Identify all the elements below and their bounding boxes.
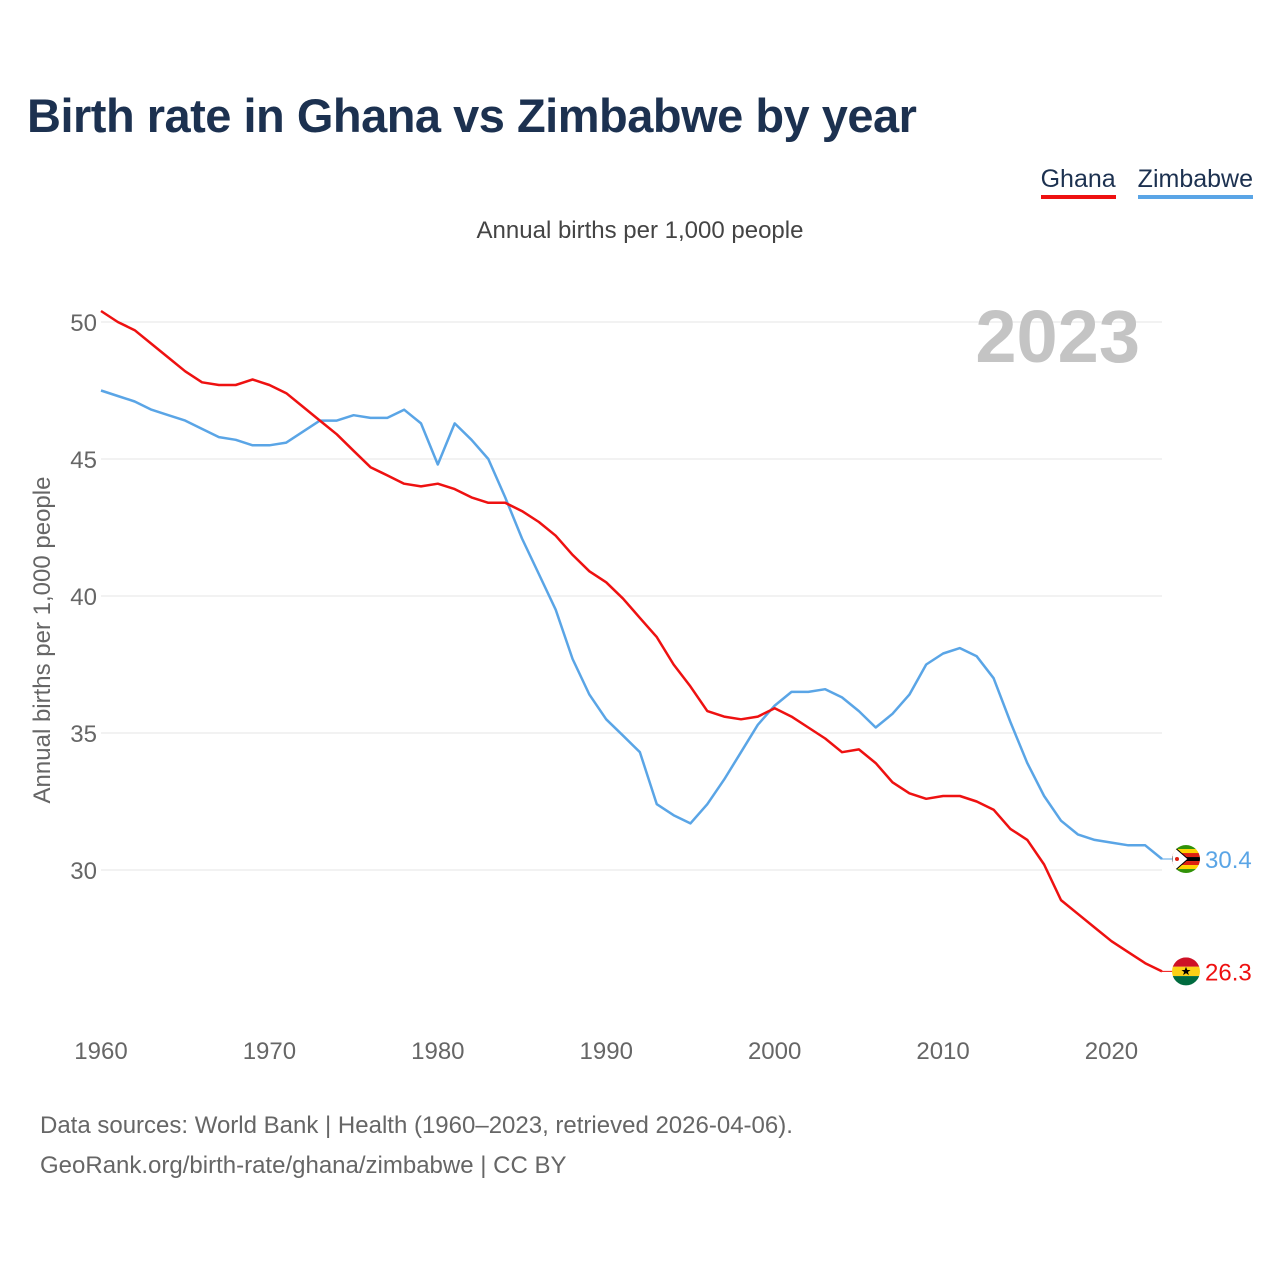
series-line-zimbabwe[interactable] bbox=[100, 389, 1163, 860]
x-tick-label: 2000 bbox=[748, 1038, 801, 1065]
y-axis-label: Annual births per 1,000 people bbox=[29, 477, 56, 804]
y-axis-ticks: 30 35 40 45 50 bbox=[70, 310, 97, 885]
series-line-ghana[interactable] bbox=[100, 309, 1163, 973]
gridlines bbox=[101, 321, 1162, 871]
y-tick-label: 50 bbox=[70, 310, 97, 337]
source-line-2[interactable]: GeoRank.org/birth-rate/ghana/zimbabwe | … bbox=[40, 1152, 567, 1179]
chart-subtitle: Annual births per 1,000 people bbox=[476, 217, 804, 244]
legend: Ghana Zimbabwe bbox=[1040, 165, 1253, 199]
ghana-end-value: 26.3 bbox=[1205, 959, 1252, 986]
chart-title: Birth rate in Ghana vs Zimbabwe by year bbox=[27, 89, 917, 142]
y-tick-label: 45 bbox=[70, 447, 97, 474]
x-axis-ticks: 1960 1970 1980 1990 2000 2010 2020 bbox=[74, 1038, 1138, 1065]
y-tick-label: 35 bbox=[70, 721, 97, 748]
legend-item-zimbabwe[interactable]: Zimbabwe bbox=[1137, 165, 1253, 199]
x-tick-label: 1970 bbox=[243, 1038, 296, 1065]
series-lines bbox=[100, 309, 1186, 973]
x-tick-label: 1980 bbox=[411, 1038, 464, 1065]
zimbabwe-end-value: 30.4 bbox=[1205, 847, 1252, 874]
source-line-1: Data sources: World Bank | Health (1960–… bbox=[40, 1112, 793, 1139]
x-tick-label: 1990 bbox=[580, 1038, 633, 1065]
x-tick-label: 2010 bbox=[916, 1038, 969, 1065]
zimbabwe-flag-icon bbox=[1172, 845, 1200, 874]
data-source-note: Data sources: World Bank | Health (1960–… bbox=[40, 1106, 793, 1186]
year-watermark: 2023 bbox=[975, 295, 1140, 378]
y-tick-label: 30 bbox=[70, 858, 97, 885]
y-tick-label: 40 bbox=[70, 584, 97, 611]
x-tick-label: 1960 bbox=[74, 1038, 127, 1065]
x-tick-label: 2020 bbox=[1085, 1038, 1138, 1065]
legend-item-ghana[interactable]: Ghana bbox=[1040, 165, 1116, 199]
ghana-flag-icon bbox=[1172, 957, 1200, 986]
